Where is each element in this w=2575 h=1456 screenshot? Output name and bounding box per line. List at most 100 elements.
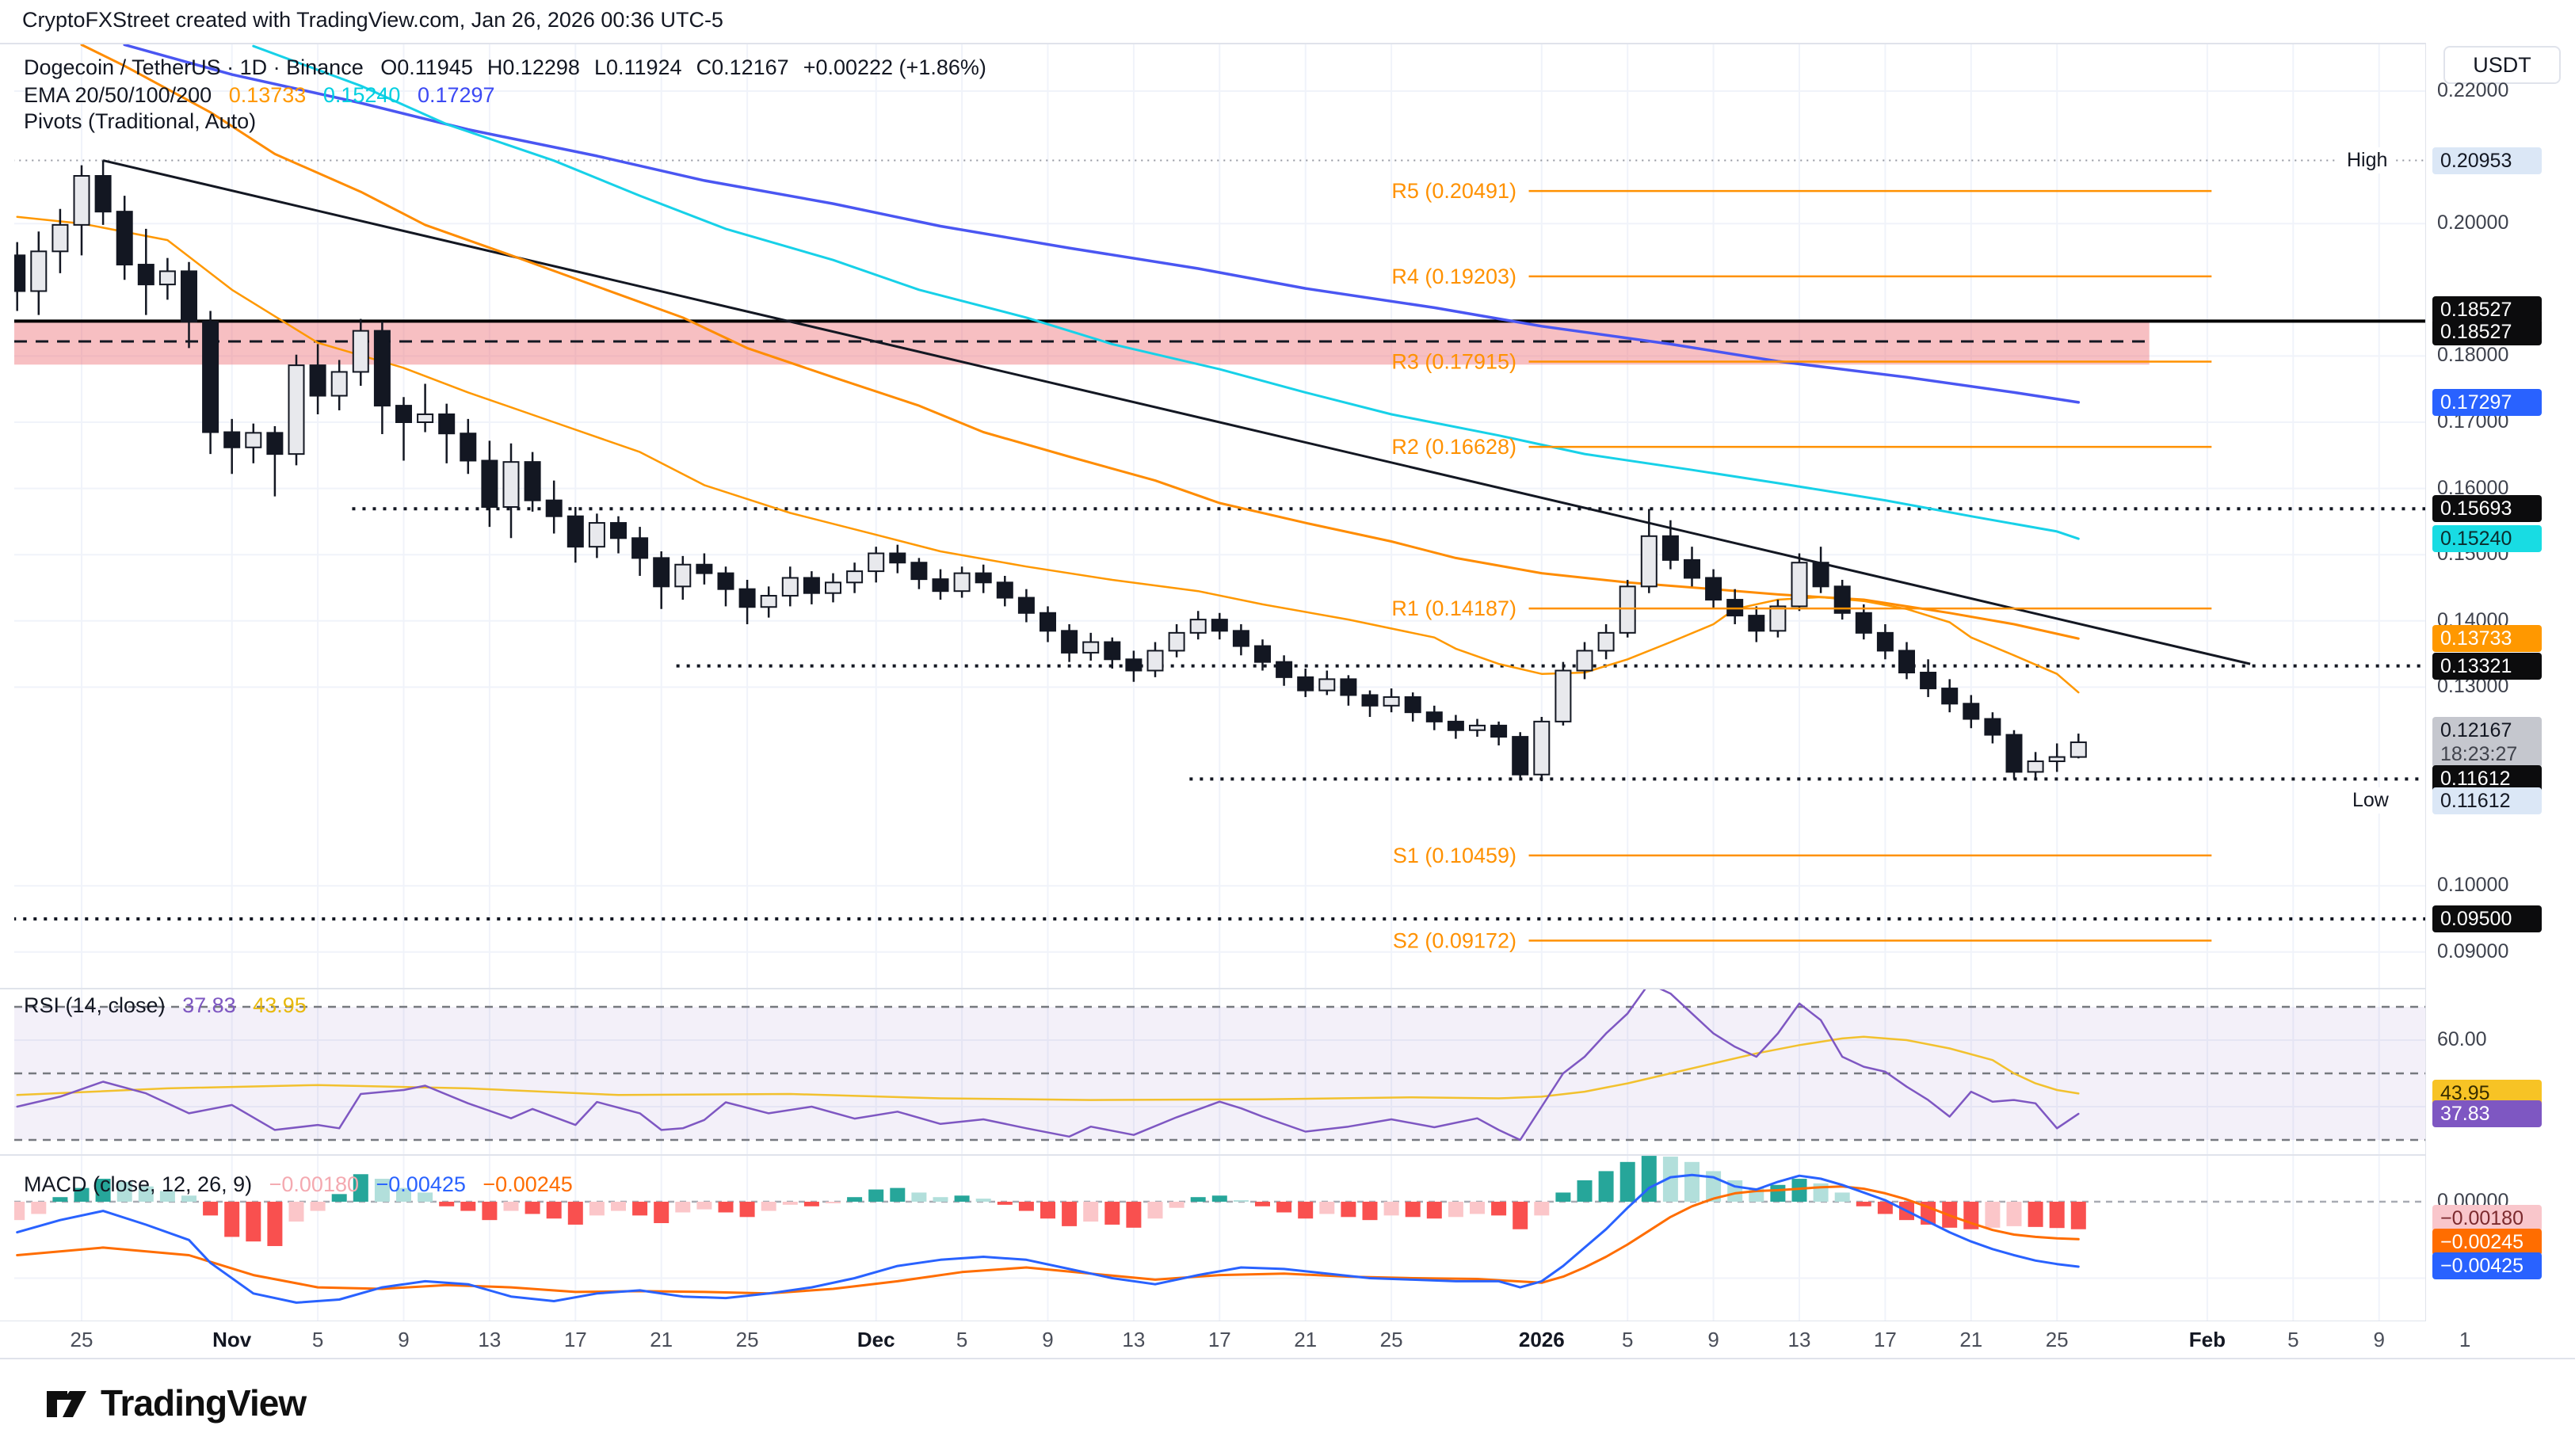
candle-up [953,572,971,593]
macd-histogram-bar [353,1174,368,1202]
macd-histogram-bar [1491,1202,1507,1216]
candle-down [1855,612,1872,634]
axis-tick: 0.22000 [2437,79,2509,101]
macd-histogram-bar [203,1202,219,1216]
axis-tick: 0.10000 [2437,874,2509,897]
candle-down [738,588,756,608]
ema50-value: 0.13733 [228,83,307,107]
macd-histogram-bar [1147,1202,1163,1219]
macd-histogram-bar [31,1202,47,1214]
candle-down [1340,678,1357,696]
level-15693-badge: 0.15693 [2432,495,2542,523]
price-axis[interactable]: USDT 0.22000 0.20000 0.18000 0.17000 0.16000… [2426,0,2575,1357]
macd-value: −0.00425 [376,1172,466,1196]
macd-histogram-bar [2049,1202,2065,1229]
time-axis-label: 13 [1122,1328,1146,1351]
candle-down [116,211,133,266]
macd-histogram-bar [267,1202,283,1246]
level-09500-badge: 0.09500 [2432,905,2542,932]
macd-histogram-bar [1341,1202,1356,1218]
time-axis-label: 9 [1707,1328,1719,1351]
macd-histogram-bar [1555,1192,1571,1202]
currency-button[interactable]: USDT [2443,46,2561,84]
pivots-label: Pivots (Traditional, Auto) [24,109,257,133]
candle-up [330,371,348,397]
macd-histogram-bar [975,1199,991,1202]
macd-histogram-bar [654,1202,670,1224]
candle-up [73,175,90,226]
candle-down [137,264,154,286]
rsi-label: RSI (14, close) [24,993,166,1017]
pivots-legend-row[interactable]: Pivots (Traditional, Auto) [24,109,256,134]
symbol-title: Dogecoin / TetherUS · 1D · Binance [24,55,364,79]
macd-pane [14,1156,2426,1304]
candle-up [1769,605,1787,632]
level-13321-badge: 0.13321 [2432,652,2542,680]
candle-up [1168,631,1185,652]
candle-up [502,461,520,509]
candle-down [996,581,1013,599]
candle-down [1748,615,1765,632]
candle-down [653,557,670,588]
axis-tick: 0.18000 [2437,344,2509,367]
macd-histogram-bar [482,1202,498,1221]
candle-down [1125,658,1143,672]
macd-histogram-bar [1276,1202,1292,1213]
high-marker-label: High [2339,147,2396,173]
rsi-legend-row[interactable]: RSI (14, close) 37.83 43.95 [24,993,307,1018]
macd-histogram-bar [2006,1202,2022,1226]
macd-hist-badge: −0.00180 [2432,1204,2542,1232]
macd-histogram-bar [1169,1202,1184,1208]
macd-line-badge: −0.00425 [2432,1252,2542,1279]
pivot-label: R2 (0.16628) [1391,435,1516,459]
candle-down [717,572,734,590]
time-axis-label: 1 [2459,1328,2471,1351]
candle-down [1061,630,1078,654]
candle-up [1576,650,1593,672]
ema200-value: 0.17297 [417,83,495,107]
candle-down [1490,724,1508,738]
macd-histogram-bar [1126,1202,1142,1228]
macd-histogram-bar [439,1202,455,1206]
candle-up [1469,724,1486,731]
tradingview-logo[interactable]: TradingView [44,1380,307,1426]
candle-up [158,270,176,286]
macd-histogram-bar [782,1202,798,1205]
candle-down [1684,558,1700,579]
candle-down [309,364,326,397]
macd-histogram-bar [589,1202,605,1216]
macd-histogram-bar [1513,1202,1528,1229]
macd-hist-value: −0.00180 [269,1172,359,1196]
candle-down [395,405,412,423]
time-axis-label: 9 [1042,1328,1054,1351]
time-axis-label: 5 [956,1328,968,1351]
time-axis-label: 5 [2287,1328,2299,1351]
candle-up [1146,650,1164,672]
candle-down [1232,630,1249,647]
candle-down [803,577,820,594]
macd-histogram-bar [718,1202,734,1213]
candle-down [889,552,906,564]
macd-histogram-bar [1104,1202,1120,1225]
macd-histogram-bar [1534,1202,1550,1216]
pivot-lines: R5 (0.20491) R4 (0.19203) R3 (0.17915) R2 (… [1391,179,2212,952]
macd-legend-row[interactable]: MACD (close, 12, 26, 9) −0.00180 −0.0042… [24,1172,573,1197]
candle-down [94,175,112,213]
symbol-row[interactable]: Dogecoin / TetherUS · 1D · Binance O0.11… [24,55,1001,80]
macd-histogram-bar [181,1195,196,1202]
time-axis[interactable]: 25 Nov 5 9 13 17 21 25 Dec 5 9 13 17 21 25 2026 5 9 13 17 21… [0,1321,2575,1359]
candle-up [846,570,864,584]
candle-down [1920,672,1937,690]
high-price-badge: 0.20953 [2432,147,2542,174]
axis-tick: 60.00 [2437,1028,2487,1050]
macd-histogram-bar [1405,1202,1421,1218]
candle-down [1425,711,1443,722]
candle-down [975,572,992,584]
time-axis-label: Dec [856,1328,895,1351]
candle-down [1404,696,1421,714]
ema100-badge: 0.15240 [2432,525,2542,553]
ema-legend-row[interactable]: EMA 20/50/100/200 0.13733 0.15240 0.1729… [24,83,495,108]
time-axis-label: 21 [650,1328,673,1351]
axis-tick: 0.20000 [2437,212,2509,234]
